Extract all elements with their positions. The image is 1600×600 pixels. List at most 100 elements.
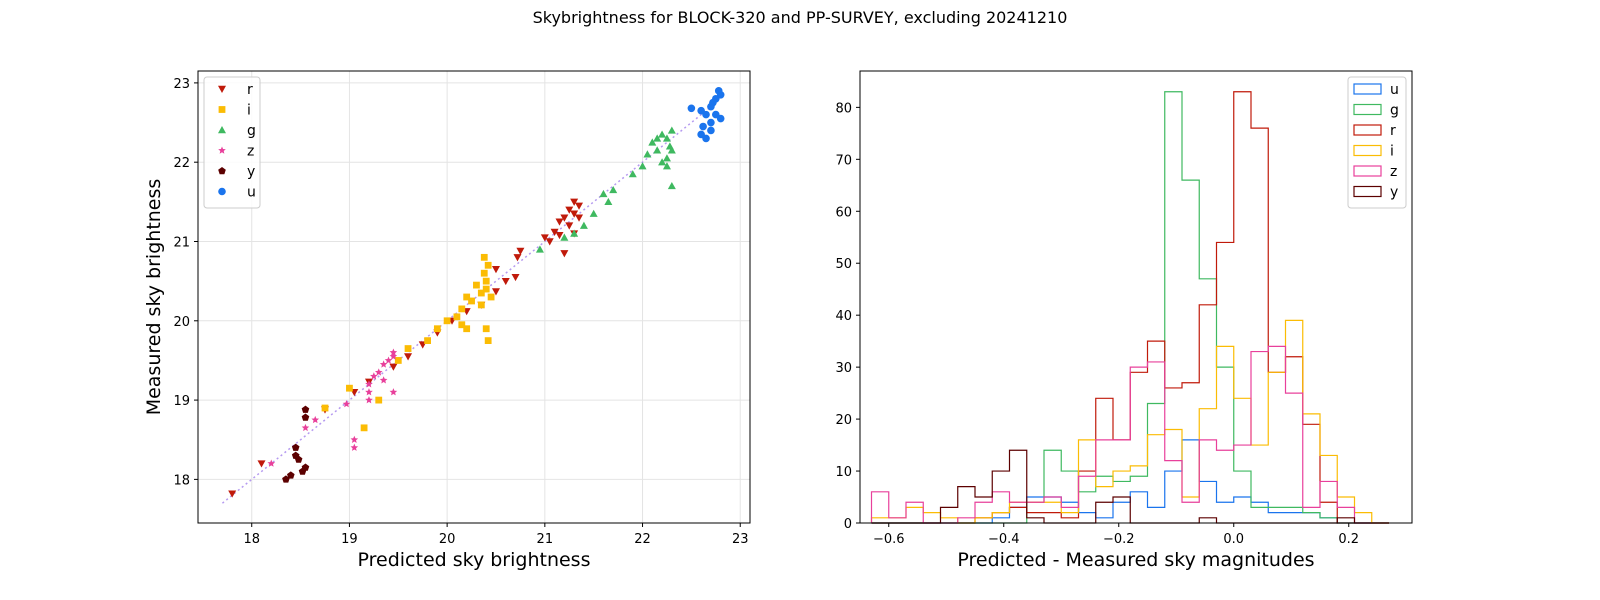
x-axis-ticks: 18 19 20 21 22 23: [243, 523, 749, 547]
y-tick-label: 20: [835, 413, 852, 428]
data-point-g: [658, 158, 667, 166]
y-tick-label: 18: [173, 473, 190, 488]
data-point-i: [473, 281, 480, 289]
data-point-r: [491, 288, 500, 296]
x-tick-label: 19: [341, 532, 358, 547]
legend-label: y: [247, 164, 255, 180]
y-tick-label: 0: [844, 517, 852, 532]
histogram-z: [870, 345, 1389, 524]
data-point-i: [424, 337, 431, 345]
legend-swatch-g: [1353, 103, 1382, 116]
x-tick-label: 21: [537, 532, 554, 547]
data-point-r: [516, 247, 525, 256]
data-point-r: [404, 353, 413, 361]
x-tick-label: −0.2: [1103, 532, 1135, 547]
scatter-chart: 18 19 20 21 22 23 18 19 20 21 22 23 Predicted sky …: [143, 70, 751, 571]
data-point-g: [667, 146, 676, 154]
data-point-u: [702, 110, 710, 119]
data-point-z: [267, 459, 276, 467]
data-point-r: [257, 460, 266, 468]
data-point-i: [375, 396, 383, 404]
data-point-y: [287, 471, 295, 479]
data-point-g: [604, 197, 613, 206]
data-point-z: [350, 435, 359, 443]
legend-label: g: [1390, 103, 1399, 119]
data-point-i: [484, 337, 492, 345]
data-point-g: [535, 245, 544, 253]
legend-marker-r: [218, 85, 226, 93]
figure-title: Skybrightness for BLOCK-320 and PP-SURVE…: [532, 8, 1068, 27]
y-tick-label: 20: [173, 315, 190, 330]
y-axis-ticks: 18 19 20 21 22 23: [173, 77, 198, 488]
data-point-u: [702, 134, 710, 143]
x-tick-label: 0.2: [1338, 532, 1359, 547]
data-point-r: [550, 228, 559, 236]
data-point-i: [463, 325, 471, 333]
data-point-g: [662, 134, 671, 142]
y-tick-label: 21: [173, 235, 190, 250]
y-tick-label: 23: [173, 77, 190, 92]
y-tick-label: 70: [835, 153, 852, 168]
data-point-g: [662, 154, 671, 162]
data-point-r: [560, 214, 569, 222]
y-axis-ticks: 0 10 20 30 40 50 60 70 80: [835, 101, 860, 532]
y-tick-label: 40: [835, 309, 852, 324]
data-point-r: [555, 218, 564, 226]
data-point-g: [667, 126, 676, 134]
data-point-r: [511, 273, 520, 282]
data-point-z: [389, 348, 398, 356]
data-point-g: [662, 162, 671, 170]
data-point-z: [379, 360, 388, 368]
data-point-y: [294, 455, 303, 463]
data-point-z: [384, 356, 393, 364]
data-point-g: [665, 142, 674, 150]
y-tick-label: 80: [835, 101, 852, 116]
data-point-z: [311, 415, 320, 424]
data-point-z: [301, 423, 310, 432]
x-tick-label: 23: [732, 532, 749, 547]
y-tick-label: 60: [835, 205, 852, 220]
data-point-g: [667, 181, 676, 190]
legend-box: [203, 76, 261, 209]
data-point-y: [301, 463, 310, 471]
x-axis-label: Predicted sky brightness: [358, 549, 591, 571]
data-point-z: [389, 352, 398, 360]
legend-label: r: [247, 82, 253, 98]
data-point-y: [301, 413, 310, 421]
data-point-i: [482, 285, 490, 293]
y-tick-label: 30: [835, 361, 852, 376]
data-point-i: [480, 253, 488, 261]
y-tick-label: 19: [173, 394, 190, 409]
data-point-z: [342, 400, 351, 408]
data-point-g: [653, 134, 662, 142]
data-point-i: [443, 317, 451, 325]
x-axis-ticks: −0.6 −0.4 −0.2 0.0 0.2: [873, 523, 1359, 547]
data-point-z: [374, 368, 383, 376]
x-axis-label: Predicted - Measured sky magnitudes: [957, 549, 1314, 571]
data-point-i: [468, 297, 475, 305]
data-point-g: [658, 130, 667, 138]
legend-swatch-r: [1353, 124, 1382, 136]
data-point-g: [599, 189, 608, 198]
legend-label: u: [1390, 82, 1399, 98]
legend-swatch-y: [1353, 185, 1382, 198]
data-point-r: [389, 363, 398, 371]
data-point-y: [291, 443, 300, 451]
data-point-r: [575, 214, 584, 222]
data-point-i: [394, 357, 402, 364]
data-point-i: [482, 277, 490, 285]
legend-label: z: [1390, 164, 1397, 180]
data-point-z: [365, 380, 373, 388]
x-tick-label: 0.0: [1223, 532, 1244, 547]
data-point-r: [540, 234, 549, 242]
data-point-r: [565, 206, 574, 214]
legend-marker-g: [218, 126, 226, 134]
legend-swatch-u: [1353, 83, 1382, 95]
data-point-g: [643, 150, 652, 158]
data-point-i: [433, 325, 441, 333]
data-point-g: [648, 138, 657, 146]
legend-box: [1347, 76, 1407, 209]
legend-swatch-i: [1353, 144, 1382, 157]
legend-label: r: [1390, 123, 1396, 139]
